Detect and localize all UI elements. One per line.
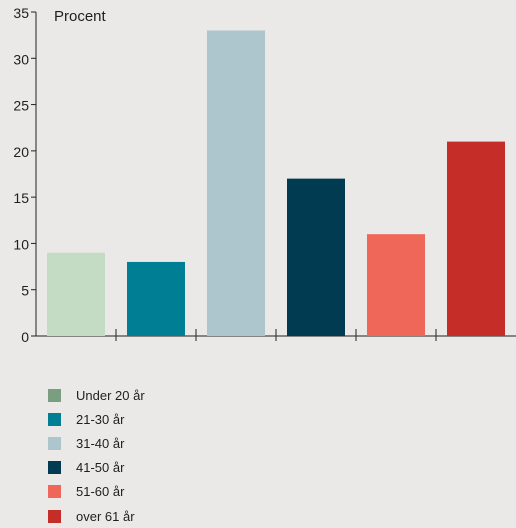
bar [207, 30, 265, 337]
y-tick-label: 10 [13, 236, 29, 252]
legend-item: 51-60 år [48, 480, 145, 504]
chart-area: 0 5 10 15 20 25 30 35 Procent [13, 5, 516, 345]
legend-label: 31-40 år [76, 435, 125, 451]
legend-item: 31-40 år [48, 431, 145, 455]
bar [287, 178, 345, 336]
y-tick-label: 15 [13, 190, 29, 206]
legend-label: 41-50 år [76, 460, 125, 476]
axes: 0 5 10 15 20 25 30 35 [13, 5, 516, 345]
legend-label: 51-60 år [76, 484, 125, 500]
legend-label: Under 20 år [76, 387, 145, 403]
legend-item: over 61 år [48, 504, 145, 528]
legend-swatch [48, 412, 61, 426]
legend-swatch [48, 485, 61, 499]
bar [367, 234, 425, 336]
y-tick-label: 5 [21, 283, 29, 299]
y-tick-label: 35 [13, 5, 29, 21]
legend-swatch [48, 436, 61, 450]
legend-item: Under 20 år [48, 383, 145, 407]
y-tick-label: 30 [13, 51, 29, 67]
bar [127, 261, 185, 336]
y-tick-label: 25 [13, 98, 29, 114]
bar-chart: 0 5 10 15 20 25 30 35 Procent [13, 5, 516, 345]
legend-swatch [48, 461, 61, 475]
bar [447, 141, 505, 336]
legend-swatch [48, 509, 61, 523]
legend-label: over 61 år [76, 508, 135, 524]
legend-item: 21-30 år [48, 407, 145, 431]
y-axis-label: Procent [54, 8, 107, 25]
bar [47, 252, 105, 336]
y-tick-label: 20 [13, 144, 29, 160]
legend-swatch [48, 388, 61, 402]
legend: Under 20 år 21-30 år 31-40 år 41-50 år 51-60… [48, 383, 145, 528]
y-tick-label: 0 [21, 329, 29, 345]
bars [47, 30, 505, 337]
legend-item: 41-50 år [48, 456, 145, 480]
legend-label: 21-30 år [76, 411, 125, 427]
